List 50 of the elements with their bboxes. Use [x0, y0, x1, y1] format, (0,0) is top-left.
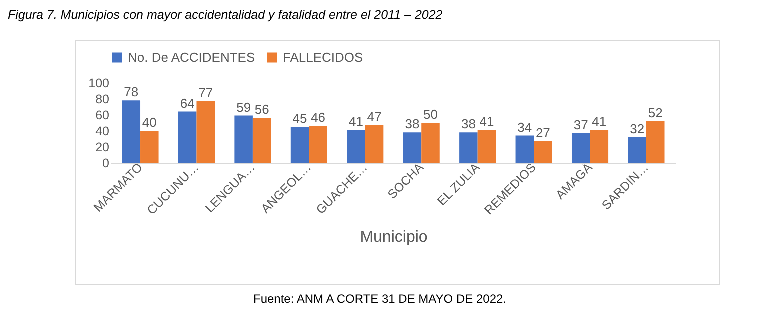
- data-label: 50: [424, 107, 438, 122]
- bar: [403, 132, 422, 163]
- data-label: 77: [198, 85, 214, 100]
- chart-title: Figura 7. Municipios con mayor accidentalidad y fatalidad entre el 2011 – 2022: [8, 8, 443, 22]
- data-label: 38: [405, 116, 420, 132]
- data-label: 47: [367, 109, 382, 124]
- data-label: 78: [124, 84, 139, 100]
- y-tick-label: 80: [96, 92, 110, 106]
- bar: [646, 121, 665, 163]
- bar: [590, 130, 609, 163]
- data-label: 40: [142, 115, 157, 130]
- bar: [422, 123, 440, 163]
- bar: [347, 130, 366, 163]
- bar: [252, 118, 272, 163]
- data-label: 27: [536, 125, 550, 140]
- data-label: 52: [648, 105, 663, 120]
- x-axis-title: Municipio: [360, 229, 428, 246]
- data-label: 46: [311, 110, 326, 126]
- data-label: 56: [254, 102, 270, 118]
- data-label: 59: [236, 100, 252, 115]
- data-label: 41: [592, 114, 607, 130]
- bar: [234, 116, 253, 163]
- bar: [534, 141, 552, 163]
- bar: [516, 136, 534, 163]
- y-tick-label: 40: [96, 124, 110, 138]
- bar: [309, 126, 328, 163]
- bar: [365, 125, 384, 163]
- legend-label: FALLECIDOS: [283, 50, 364, 65]
- source-note: Fuente: ANM A CORTE 31 DE MAYO DE 2022.: [252, 292, 508, 306]
- bar: [572, 133, 590, 163]
- legend-label: No. De ACCIDENTES: [128, 50, 256, 65]
- bar: [628, 137, 646, 163]
- data-label: 34: [518, 120, 532, 135]
- y-tick-label: 100: [88, 76, 110, 90]
- data-label: 38: [461, 116, 476, 132]
- data-label: 32: [630, 121, 645, 136]
- bar: [460, 132, 478, 163]
- bar: [178, 112, 197, 163]
- y-tick-label: 60: [96, 108, 110, 122]
- data-label: 37: [574, 117, 588, 132]
- bar: [122, 100, 141, 163]
- y-tick-label: 20: [96, 140, 110, 154]
- bar: [140, 131, 159, 163]
- data-label: 41: [480, 114, 494, 130]
- data-label: 41: [349, 114, 364, 130]
- bar: [290, 127, 310, 163]
- data-label: 45: [292, 111, 308, 126]
- bar: [196, 101, 216, 163]
- bar: [478, 130, 496, 163]
- data-label: 64: [180, 96, 195, 111]
